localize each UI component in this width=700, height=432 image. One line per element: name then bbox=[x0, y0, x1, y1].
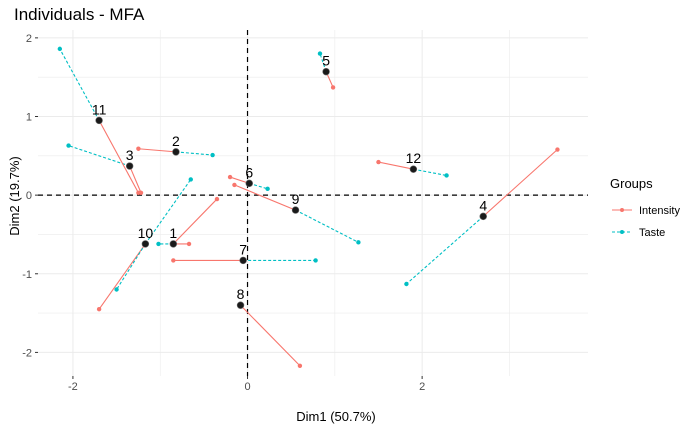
y-tick-label: -2 bbox=[22, 347, 32, 359]
segment-taste-9 bbox=[295, 209, 359, 243]
legend-label-intensity: Intensity bbox=[639, 205, 680, 217]
individual-point-2 bbox=[172, 148, 180, 156]
partial-segments bbox=[59, 48, 558, 367]
partial-point-taste-3 bbox=[66, 143, 71, 148]
individual-point-8 bbox=[236, 301, 245, 309]
x-axis-label: Dim1 (50.7%) bbox=[296, 409, 375, 424]
partial-point-intensity-5 bbox=[330, 85, 336, 90]
legend-item-taste: Taste bbox=[612, 227, 665, 239]
individual-point-12 bbox=[409, 165, 418, 173]
partial-point-taste-2 bbox=[210, 152, 215, 158]
partial-point-intensity-2 bbox=[136, 146, 141, 151]
segment-taste-4 bbox=[406, 215, 484, 285]
x-tick-label: -2 bbox=[68, 381, 78, 393]
segment-taste-11 bbox=[59, 48, 100, 121]
partial-point-intensity-6 bbox=[227, 174, 233, 180]
legend-item-intensity: Intensity bbox=[612, 205, 680, 217]
individual-label-8: 8 bbox=[237, 286, 245, 302]
partial-point-taste-6 bbox=[265, 186, 270, 192]
individual-label-4: 4 bbox=[479, 197, 487, 213]
y-tick-label: 0 bbox=[26, 190, 32, 202]
y-tick-label: 2 bbox=[26, 33, 32, 45]
partial-point-taste-1 bbox=[156, 241, 161, 247]
segment-extra-taste-1 bbox=[116, 243, 146, 290]
partial-point-intensity-11 bbox=[136, 190, 141, 195]
partial-point-intensity-10 bbox=[96, 306, 102, 312]
partial-point-intensity-8 bbox=[297, 363, 303, 368]
partial-point-intensity-7 bbox=[171, 258, 176, 263]
individual-point-9 bbox=[291, 206, 300, 214]
partial-point-intensity-9 bbox=[232, 182, 237, 188]
individual-label-12: 12 bbox=[406, 150, 422, 166]
individual-point-3 bbox=[125, 162, 134, 170]
partial-point-taste-10 bbox=[188, 177, 193, 182]
partial-point-intensity-1 bbox=[186, 241, 192, 247]
segment-taste-6 bbox=[249, 182, 268, 190]
segment-intensity-2 bbox=[138, 148, 176, 153]
individual-label-9: 9 bbox=[292, 191, 300, 207]
individual-point-5 bbox=[322, 67, 330, 76]
segment-extra-intensity-0 bbox=[172, 198, 218, 245]
individual-label-2: 2 bbox=[172, 133, 180, 149]
legend-title: Groups bbox=[610, 176, 653, 191]
individual-point-6 bbox=[245, 179, 253, 188]
individual-label-7: 7 bbox=[239, 241, 247, 257]
segment-taste-12 bbox=[413, 168, 447, 177]
reference-lines bbox=[38, 30, 588, 376]
segment-intensity-4 bbox=[482, 149, 558, 217]
segment-intensity-11 bbox=[98, 120, 139, 194]
individual-point-4 bbox=[479, 212, 487, 221]
individual-point-11 bbox=[95, 116, 103, 125]
partial-point-taste-11 bbox=[57, 46, 63, 52]
individual-point-7 bbox=[239, 256, 247, 265]
partial-point-intensity-4 bbox=[555, 147, 560, 152]
segment-intensity-9 bbox=[234, 184, 296, 211]
individual-point-1 bbox=[169, 240, 178, 248]
y-tick-label: -1 bbox=[22, 269, 32, 281]
segment-taste-10 bbox=[144, 179, 192, 245]
individual-label-11: 11 bbox=[92, 101, 107, 117]
y-axis-label: Dim2 (19.7%) bbox=[7, 156, 22, 235]
legend: Groups Intensity Taste bbox=[610, 176, 680, 239]
partial-point-taste-4 bbox=[404, 281, 409, 287]
individual-point-10 bbox=[141, 240, 150, 248]
segment-intensity-8 bbox=[240, 304, 301, 367]
partial-point-taste-7 bbox=[313, 258, 318, 263]
grid bbox=[38, 30, 588, 376]
legend-label-taste: Taste bbox=[639, 227, 665, 239]
partial-point-extra-0 bbox=[214, 196, 220, 202]
individual-label-3: 3 bbox=[126, 147, 134, 163]
individual-label-5: 5 bbox=[322, 53, 330, 69]
individual-label-6: 6 bbox=[245, 164, 253, 180]
individual-label-10: 10 bbox=[138, 225, 154, 241]
points bbox=[57, 46, 560, 368]
y-tick-label: 1 bbox=[26, 112, 32, 124]
segment-taste-2 bbox=[175, 151, 213, 156]
partial-point-taste-9 bbox=[356, 240, 361, 245]
individual-label-1: 1 bbox=[169, 225, 177, 241]
segment-taste-5 bbox=[319, 53, 327, 72]
segment-intensity-3 bbox=[129, 165, 142, 193]
segment-intensity-10 bbox=[98, 243, 146, 310]
partial-point-taste-12 bbox=[444, 173, 449, 178]
x-tick-label: 2 bbox=[419, 381, 425, 393]
x-tick-label: 0 bbox=[244, 381, 250, 393]
partial-point-taste-5 bbox=[317, 51, 323, 56]
segment-taste-3 bbox=[68, 145, 130, 167]
partial-point-intensity-12 bbox=[376, 159, 381, 165]
segment-intensity-12 bbox=[378, 161, 414, 170]
chart-title: Individuals - MFA bbox=[14, 5, 145, 24]
partial-point-extra-1 bbox=[114, 287, 119, 292]
